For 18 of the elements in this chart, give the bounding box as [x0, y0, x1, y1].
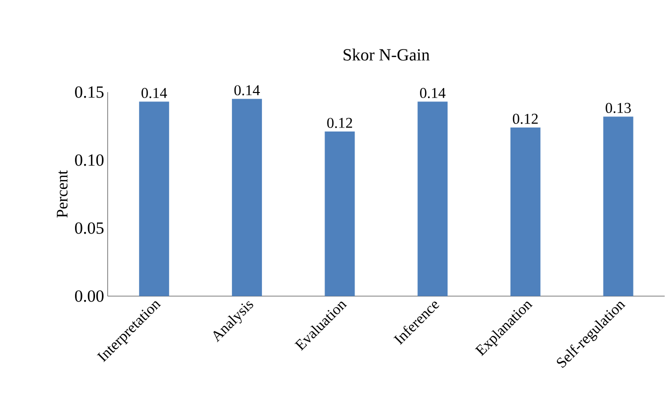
data-label: 0.14: [142, 88, 167, 98]
bar: [232, 98, 262, 296]
data-label: 0.14: [420, 88, 446, 98]
bar: [603, 116, 634, 296]
bar: [418, 102, 448, 296]
data-label: 0.12: [327, 118, 352, 128]
bar: [139, 102, 170, 296]
data-label: 0.13: [606, 102, 631, 114]
text: 0.00: [75, 290, 104, 302]
bar: [510, 127, 540, 296]
text: 0.15: [75, 86, 104, 98]
text: 0.10: [75, 154, 104, 166]
data-label: 0.12: [512, 114, 538, 124]
data-label: 0.14: [234, 85, 260, 96]
chart-title: Skor N-Gain: [344, 48, 430, 61]
y-axis-title: Percent: [56, 170, 68, 218]
bar: [324, 132, 355, 296]
text: 0.05: [75, 222, 104, 234]
